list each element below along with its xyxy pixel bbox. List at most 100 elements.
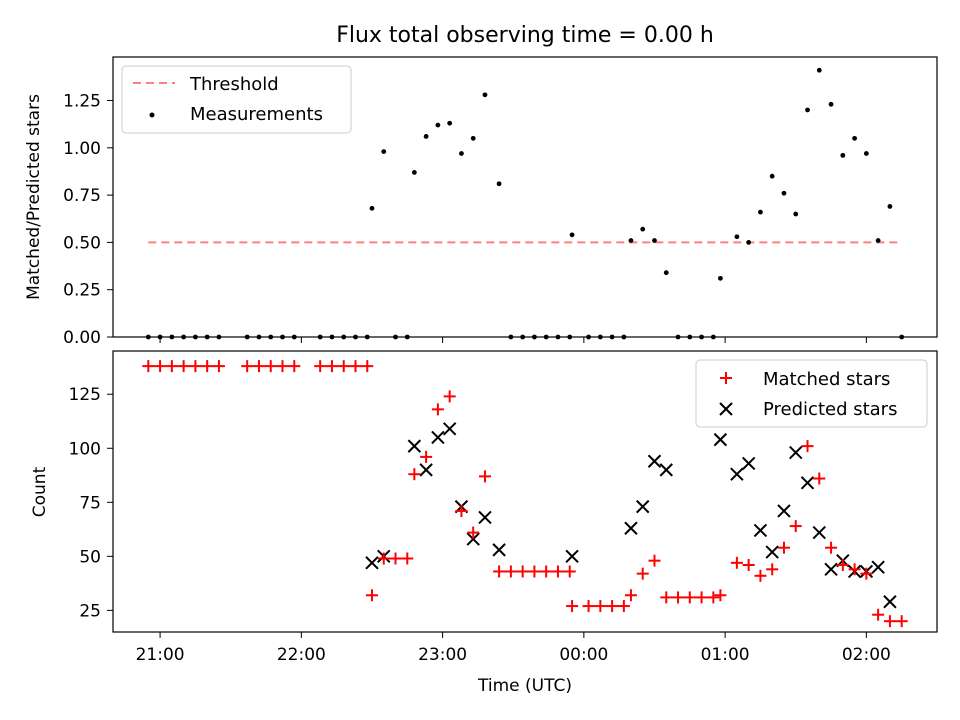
predicted-marker-stroke [565, 549, 579, 564]
matched-marker [551, 565, 564, 578]
top-plot-frame [112, 56, 938, 338]
predicted-marker-stroke [407, 439, 422, 453]
matched-marker [177, 360, 190, 373]
matched-marker [288, 360, 301, 373]
matched-marker [201, 360, 214, 373]
matched-marker [264, 360, 277, 373]
measurement-point [496, 181, 502, 187]
predicted-marker [431, 430, 445, 445]
matched-marker [766, 563, 779, 576]
predicted-marker-stroke [871, 560, 885, 574]
matched-marker [606, 600, 619, 613]
measurement-point [758, 209, 763, 215]
matched-marker [660, 591, 673, 604]
top-y-tick-label: 0.00 [63, 328, 101, 348]
bottom-y-tick-label: 50 [79, 547, 101, 567]
matched-marker [566, 600, 579, 613]
measurement-point [447, 120, 453, 126]
predicted-marker [419, 463, 433, 477]
top-panel: 0.00 0.25 0.50 0.75 1.00 1.25 Matched/Predict… [24, 56, 938, 348]
legend-matched-label: Matched stars [763, 369, 890, 390]
matched-marker [349, 360, 362, 373]
matched-marker [252, 360, 265, 373]
matched-marker [467, 526, 480, 539]
predicted-marker-stroke [730, 467, 744, 481]
matched-marker [777, 541, 790, 554]
predicted-marker [753, 523, 768, 538]
measurement-point [805, 107, 810, 113]
predicted-marker-stroke [659, 463, 673, 477]
legend-matched-swatch [720, 372, 732, 384]
top-y-tick-label: 1.25 [63, 92, 101, 112]
measurement-point [663, 270, 669, 276]
predicted-marker-stroke [492, 543, 506, 557]
matched-marker [582, 600, 595, 613]
measurement-point [828, 101, 834, 107]
predicted-marker [800, 476, 815, 490]
matched-marker [742, 558, 755, 571]
measurement-point [652, 238, 657, 243]
predicted-marker [407, 439, 422, 453]
top-legend: Threshold Measurements [121, 65, 352, 134]
measurement-point [852, 135, 857, 141]
matched-marker [165, 360, 178, 373]
top-y-tick-label: 0.50 [63, 233, 101, 253]
predicted-marker [624, 521, 638, 535]
matched-marker [443, 390, 456, 403]
matched-marker [801, 440, 814, 453]
bottom-y-tick-label: 125 [69, 385, 101, 405]
predicted-marker-stroke [800, 476, 815, 490]
predicted-marker [365, 556, 379, 570]
matched-marker [754, 569, 767, 582]
predicted-marker-stroke [647, 454, 662, 468]
matched-marker [648, 554, 661, 567]
matched-marker [836, 558, 849, 571]
predicted-marker [741, 456, 756, 471]
predicted-marker [492, 543, 506, 557]
predicted-marker-stroke [419, 463, 433, 477]
predicted-marker-stroke [624, 521, 638, 535]
matched-marker [714, 589, 727, 602]
matched-marker [516, 565, 529, 578]
bottom-x-tick-label: 00:00 [559, 645, 608, 665]
matched-marker [314, 360, 327, 373]
top-x-ticks [159, 337, 867, 343]
bottom-plot-frame [112, 350, 938, 633]
measurement-point [769, 173, 775, 179]
measurement-point [793, 211, 799, 217]
measurement-point [423, 134, 429, 139]
matched-marker [365, 589, 378, 602]
predicted-marker-stroke [713, 432, 728, 447]
predicted-marker-stroke [753, 523, 768, 538]
matched-marker [825, 541, 838, 554]
top-legend-frame [121, 65, 352, 134]
bottom-x-axis: 21:00 22:00 23:00 00:00 01:00 02:00 [136, 632, 891, 665]
matched-marker [872, 608, 885, 621]
top-y-tick-label: 0.75 [63, 186, 101, 206]
predicted-marker [442, 422, 457, 436]
predicted-marker-stroke [431, 430, 445, 445]
matched-marker [789, 520, 802, 533]
measurement-point [482, 92, 488, 98]
bottom-data-layer [142, 360, 908, 628]
matched-marker [636, 567, 649, 580]
bottom-panel: 25 50 75 100 125 21:00 22:00 23:00 00:00 01:00 02… [30, 350, 938, 696]
bottom-y-axis: 25 50 75 100 125 [69, 385, 113, 621]
legend-predicted-swatch [719, 402, 733, 416]
matched-marker [241, 360, 254, 373]
matched-marker [860, 567, 873, 580]
matched-marker [478, 470, 491, 483]
measurement-point [887, 204, 893, 209]
matched-marker [813, 472, 826, 485]
measurement-point [569, 232, 575, 238]
figure-title: Flux total observing time = 0.00 h [336, 23, 714, 48]
matched-marker [189, 360, 202, 373]
matched-marker [377, 552, 390, 565]
matched-marker [337, 360, 350, 373]
matched-marker [431, 403, 444, 416]
predicted-marker [565, 549, 579, 564]
bottom-y-tick-label: 75 [79, 493, 101, 513]
bottom-y-tick-label: 25 [79, 601, 101, 621]
matched-marker [401, 552, 414, 565]
